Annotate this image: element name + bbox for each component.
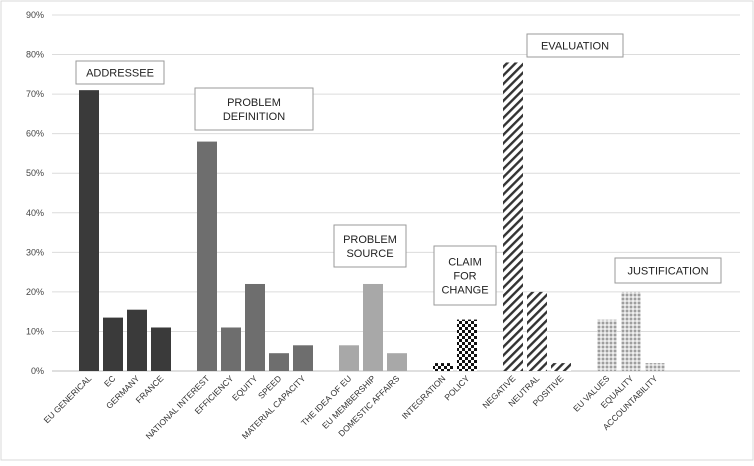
annotation-text: PROBLEM	[227, 97, 281, 109]
annotation-box	[194, 87, 314, 131]
group-annotation: CLAIM FOR CHANGE	[433, 245, 497, 306]
annotation-text: ADDRESSEE	[86, 68, 154, 80]
annotation-text: PROBLEM	[343, 234, 397, 246]
bar	[645, 363, 665, 371]
y-tick-label: 20%	[26, 287, 44, 297]
group-annotations: ADDRESSEE PROBLEM DEFINITION PROBLEM SOURCE C…	[75, 33, 722, 306]
bar	[339, 345, 359, 371]
bar	[221, 327, 241, 371]
bar	[103, 317, 123, 371]
bar	[457, 319, 477, 371]
bar	[79, 90, 99, 372]
group-annotation: EVALUATION	[526, 33, 624, 58]
annotation-text: CHANGE	[441, 285, 488, 297]
annotation-text: SOURCE	[346, 248, 393, 260]
bar	[363, 283, 383, 371]
bar	[551, 363, 571, 371]
bar	[293, 345, 313, 371]
y-tick-label: 10%	[26, 326, 44, 336]
group-annotation: PROBLEM SOURCE	[333, 224, 407, 268]
annotation-box	[75, 60, 165, 85]
bar	[433, 363, 453, 371]
bar	[597, 319, 617, 371]
bars	[79, 62, 665, 372]
y-tick-label: 30%	[26, 247, 44, 257]
x-tick-label: EQUITY	[230, 373, 260, 403]
y-tick-label: 70%	[26, 89, 44, 99]
y-tick-label: 50%	[26, 168, 44, 178]
x-tick-label: EU GENERICAL	[42, 373, 94, 425]
annotation-box	[333, 224, 407, 268]
bar	[387, 353, 407, 371]
bar	[269, 353, 289, 371]
y-tick-label: 40%	[26, 208, 44, 218]
x-tick-label: INTEGRATION	[400, 373, 448, 421]
bar	[503, 62, 523, 371]
annotation-text: DEFINITION	[223, 111, 285, 123]
annotation-box	[433, 245, 497, 306]
group-annotation: PROBLEM DEFINITION	[194, 87, 314, 131]
x-tick-label: EC	[102, 373, 117, 388]
y-tick-label: 80%	[26, 50, 44, 60]
annotation-text: FOR	[453, 271, 476, 283]
annotation-text: EVALUATION	[541, 41, 609, 53]
group-annotation: ADDRESSEE	[75, 60, 165, 85]
y-tick-label: 90%	[26, 10, 44, 20]
annotation-text: CLAIM	[448, 257, 482, 269]
bar	[621, 291, 641, 371]
annotation-box	[526, 33, 624, 58]
bar	[527, 291, 547, 371]
y-axis-ticks: 0% 10% 20% 30% 40% 50% 60% 70% 80% 90%	[26, 10, 44, 376]
bar	[151, 327, 171, 371]
bar	[197, 141, 217, 371]
group-annotation: JUSTIFICATION	[614, 257, 722, 284]
annotation-box	[614, 257, 722, 284]
y-tick-label: 60%	[26, 129, 44, 139]
x-tick-label: POLICY	[442, 373, 471, 402]
y-tick-label: 0%	[31, 366, 44, 376]
bar	[127, 309, 147, 371]
bar	[245, 283, 265, 371]
annotation-text: JUSTIFICATION	[627, 266, 708, 278]
